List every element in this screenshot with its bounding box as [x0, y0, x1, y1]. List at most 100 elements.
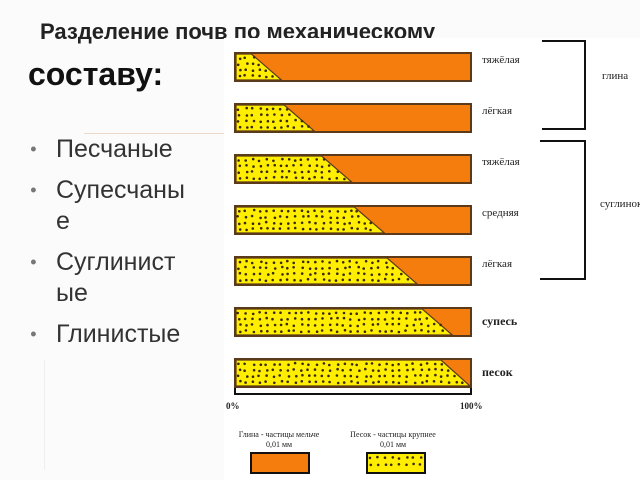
- sand-grain-dot: [238, 368, 242, 372]
- sand-grain-dot: [349, 324, 352, 327]
- sand-grain-dot: [425, 379, 429, 383]
- sand-grain-dot: [397, 369, 401, 372]
- sand-grain-dot: [278, 215, 282, 218]
- sand-grain-dot: [264, 176, 268, 180]
- bullet-text-line-2: е: [56, 207, 70, 235]
- sand-grain-dot: [397, 317, 401, 321]
- sand-grain-dot: [307, 311, 310, 314]
- sand-grain-dot: [356, 227, 359, 231]
- bar-label: тяжёлая: [482, 54, 520, 66]
- sand-grain-dot: [342, 228, 345, 231]
- sand-grain-dot: [280, 175, 284, 179]
- sand-grain-dot: [252, 56, 256, 59]
- sand-grain-dot: [413, 311, 417, 314]
- sand-grain-dot: [455, 380, 459, 384]
- sand-grain-dot: [439, 323, 442, 327]
- sand-grain-dot: [364, 259, 368, 263]
- sand-grain-dot: [365, 375, 368, 378]
- sand-grain-dot: [376, 322, 380, 326]
- sand-grain-dot: [236, 63, 240, 67]
- sand-grain-dot: [244, 215, 248, 219]
- bullet-item-sandy: ꔷ Песчаные: [30, 134, 225, 165]
- sand-grain-dot: [314, 380, 318, 384]
- sand-grain-dot: [308, 177, 311, 181]
- sand-grain-dot: [295, 374, 298, 378]
- sand-grain-dot: [370, 266, 373, 270]
- sand-grain-dot: [273, 267, 277, 270]
- sand-grain-dot: [390, 329, 393, 333]
- sand-grain-dot: [313, 278, 317, 281]
- sand-grain-dot: [336, 367, 339, 371]
- sand-grain-dot: [336, 221, 339, 225]
- sand-grain-dot: [370, 329, 373, 332]
- sand-grain-dot: [273, 170, 277, 173]
- sand-grain-dot: [441, 329, 444, 332]
- sand-grain-dot: [301, 373, 304, 377]
- bar-label: средняя: [482, 207, 519, 219]
- sand-grain-dot: [363, 222, 366, 225]
- sand-grain-dot: [372, 381, 375, 384]
- sand-grain-dot: [252, 363, 256, 367]
- sand-grain-dot: [265, 374, 268, 377]
- sand-grain-dot: [299, 158, 303, 161]
- sand-grain-dot: [280, 113, 284, 117]
- sand-grain-dot: [322, 158, 326, 161]
- sand-grain-dot: [273, 363, 276, 366]
- sand-grain-dot: [440, 368, 444, 372]
- sand-grain-dot: [252, 208, 256, 212]
- sand-grain-dot: [288, 311, 291, 315]
- sand-grain-dot: [264, 311, 268, 315]
- sand-grain-dot: [427, 330, 430, 333]
- sand-grain-dot: [272, 375, 276, 379]
- sand-grain-dot: [348, 318, 352, 321]
- sand-grain-dot: [314, 221, 317, 225]
- sand-grain-dot: [342, 273, 345, 276]
- sand-grain-dot: [286, 272, 289, 276]
- sand-grain-dot: [252, 177, 256, 181]
- sand-grain-dot: [299, 279, 302, 282]
- sand-grain-dot: [301, 362, 304, 366]
- sand-grain-dot: [239, 379, 242, 383]
- sand-grain-dot: [342, 316, 346, 320]
- sand-grain-dot: [272, 227, 275, 230]
- sand-grain-dot: [293, 317, 297, 320]
- sand-grain-dot: [384, 463, 388, 466]
- axis-tick-min: [234, 387, 236, 395]
- sand-grain-dot: [371, 261, 374, 265]
- sand-grain-dot: [461, 381, 464, 384]
- sand-grain-dot: [258, 177, 261, 181]
- bullet-item-sandy-loam: ꔷ Супесчаны е: [30, 175, 225, 237]
- sand-grain-dot: [371, 323, 375, 326]
- sand-grain-dot: [251, 62, 255, 66]
- sand-grain-dot: [245, 324, 248, 327]
- sand-grain-dot: [307, 170, 310, 173]
- sand-fraction-area: [236, 360, 470, 386]
- sand-grain-dot: [266, 329, 269, 333]
- sand-grain-dot: [349, 374, 353, 378]
- sand-grain-dot: [285, 119, 289, 123]
- sand-grain-dot: [406, 456, 409, 459]
- sand-grain-dot: [377, 369, 380, 373]
- sand-grain-dot: [258, 381, 262, 384]
- sand-grain-dot: [300, 125, 304, 128]
- sand-grain-dot: [420, 322, 423, 326]
- sand-grain-dot: [292, 261, 295, 265]
- sand-grain-dot: [328, 312, 331, 315]
- sand-grain-dot: [421, 381, 424, 384]
- sand-grain-dot: [320, 165, 324, 169]
- sand-grain-dot: [362, 322, 366, 326]
- sand-grain-dot: [264, 220, 268, 224]
- sand-grain-dot: [243, 56, 246, 60]
- sand-grain-dot: [341, 261, 345, 264]
- sand-grain-dot: [264, 261, 268, 265]
- sand-grain-dot: [341, 324, 344, 327]
- sand-grain-dot: [246, 62, 249, 65]
- sand-grain-dot: [420, 368, 424, 372]
- sand-grain-dot: [307, 330, 311, 333]
- sand-grain-dot: [418, 317, 421, 321]
- bullet-marker-icon: ꔷ: [30, 326, 37, 342]
- sand-fraction-area: [236, 156, 353, 182]
- sand-grain-dot: [350, 215, 354, 218]
- sand-grain-dot: [245, 164, 248, 167]
- sand-grain-dot: [328, 279, 331, 282]
